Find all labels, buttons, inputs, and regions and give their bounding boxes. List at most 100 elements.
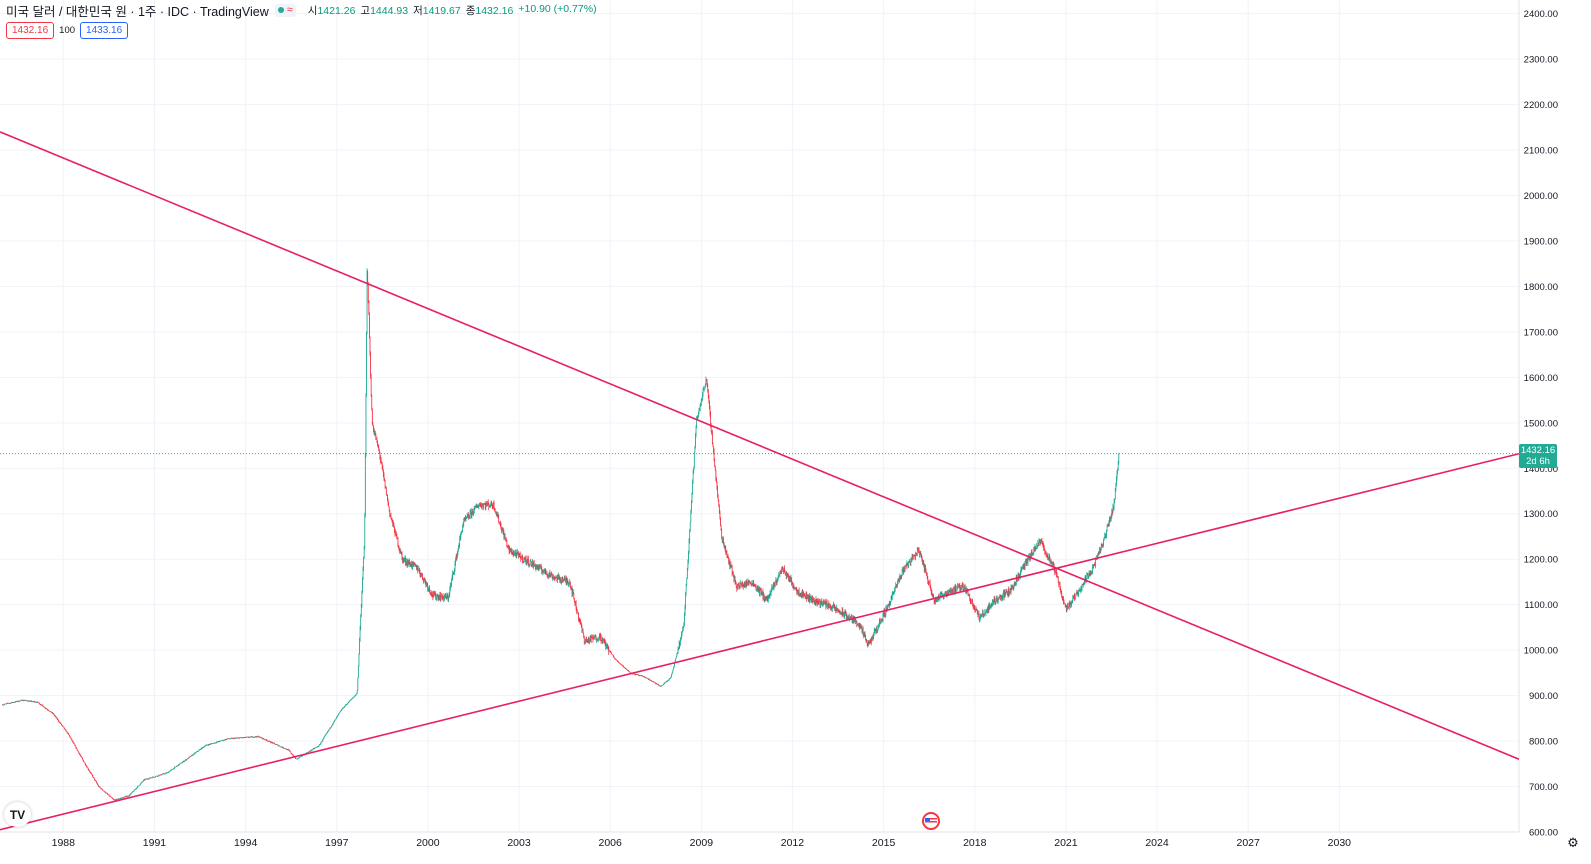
candle-body <box>499 522 501 524</box>
candle-body <box>300 756 302 757</box>
candle-body <box>545 568 546 572</box>
candle-body <box>339 712 341 714</box>
candle-body <box>594 635 596 639</box>
candle-body <box>408 561 409 565</box>
candle-body <box>430 594 432 595</box>
candle-body <box>147 778 148 780</box>
candle-body <box>545 571 547 575</box>
candle-body <box>525 557 526 560</box>
candle-body <box>1110 515 1112 519</box>
candle-body <box>691 492 693 503</box>
candle-body <box>1112 506 1114 513</box>
candle-body <box>1077 593 1078 594</box>
candle-body <box>148 778 150 780</box>
candle-body <box>211 743 213 745</box>
candle-body <box>372 409 373 425</box>
candle-body <box>588 638 590 643</box>
sell-price-button[interactable]: 1432.16 <box>6 22 55 39</box>
candle-body <box>616 659 617 661</box>
candle-body <box>37 701 38 703</box>
candle-body <box>978 613 979 615</box>
time-tick-label: 2009 <box>690 837 714 849</box>
candle-body <box>204 745 206 747</box>
tradingview-logo-icon[interactable]: TV <box>4 802 31 827</box>
candle-body <box>662 684 664 686</box>
candle-body <box>50 711 52 713</box>
candle-body <box>448 596 449 600</box>
price-axis[interactable]: 600.00700.00800.00900.001000.001100.0012… <box>1524 9 1558 838</box>
candle-body <box>118 798 120 800</box>
candle-body <box>259 736 261 738</box>
candle-body <box>660 685 662 687</box>
candle-body <box>270 741 271 743</box>
candle-body <box>916 553 918 555</box>
candle-body <box>98 785 100 787</box>
candle-body <box>514 553 515 555</box>
candle-body <box>917 549 919 550</box>
candle-body <box>1046 554 1048 558</box>
candle-body <box>648 679 650 680</box>
market-status[interactable]: ≈ <box>274 3 296 17</box>
candle-body <box>997 599 999 601</box>
candle-body <box>616 659 618 661</box>
candle-body <box>783 571 784 572</box>
candle-body <box>354 695 356 697</box>
candle-body <box>378 446 380 450</box>
candle-body <box>33 701 34 702</box>
candle-body <box>529 563 530 565</box>
candle-body <box>109 796 111 797</box>
candle-body <box>758 587 760 589</box>
candle-body <box>652 681 653 682</box>
candle-body <box>336 716 338 718</box>
candle-body <box>715 467 716 470</box>
gear-icon[interactable]: ⚙ <box>1567 835 1579 850</box>
candle-body <box>829 605 830 607</box>
candle-body <box>708 389 709 397</box>
candle-body <box>7 703 8 704</box>
candle-body <box>843 613 845 618</box>
candle-body <box>1112 511 1113 513</box>
candle-body <box>843 613 844 616</box>
candle-body <box>175 766 176 768</box>
candle-body <box>1099 548 1100 553</box>
candle-body <box>551 573 553 575</box>
candle-body <box>1113 501 1115 509</box>
candle-body <box>301 755 302 757</box>
candle-body <box>250 736 252 738</box>
candle-body <box>193 754 194 755</box>
buy-price-button[interactable]: 1433.16 <box>80 22 129 39</box>
candle-body <box>494 508 495 510</box>
candle-body <box>565 578 567 583</box>
us-flag-event-icon[interactable] <box>922 812 940 830</box>
candle-body <box>606 644 608 647</box>
candle-body <box>450 584 452 586</box>
candle-body <box>25 700 27 702</box>
time-axis[interactable]: 1988 1991 1994 1997 2000 2003 2006 2009 2012 2015… <box>52 837 1352 849</box>
candle-body <box>39 704 41 705</box>
candle-body <box>835 606 837 611</box>
candle-body <box>933 598 935 603</box>
candle-body <box>298 758 299 759</box>
candle-body <box>910 559 912 563</box>
candle-body <box>330 727 331 729</box>
candle-body <box>398 545 399 548</box>
candle-body <box>231 738 233 739</box>
candle-body <box>687 568 688 579</box>
candle-body <box>132 791 134 792</box>
candle-body <box>349 700 350 702</box>
candle-body <box>961 587 962 590</box>
trendlines[interactable] <box>0 131 1520 831</box>
candle-body <box>414 563 416 565</box>
candle-body <box>1062 597 1064 599</box>
candle-body <box>650 680 652 682</box>
candle-body <box>54 715 56 717</box>
candle-body <box>928 581 929 583</box>
candle-body <box>901 575 902 577</box>
candle-body <box>245 736 247 738</box>
candle-body <box>1010 587 1012 593</box>
candle-body <box>244 737 245 738</box>
candle-body <box>920 553 922 555</box>
candle-body <box>668 679 670 681</box>
symbol-title[interactable]: 미국 달러 / 대한민국 원 · 1주 · IDC · TradingView <box>6 4 269 19</box>
